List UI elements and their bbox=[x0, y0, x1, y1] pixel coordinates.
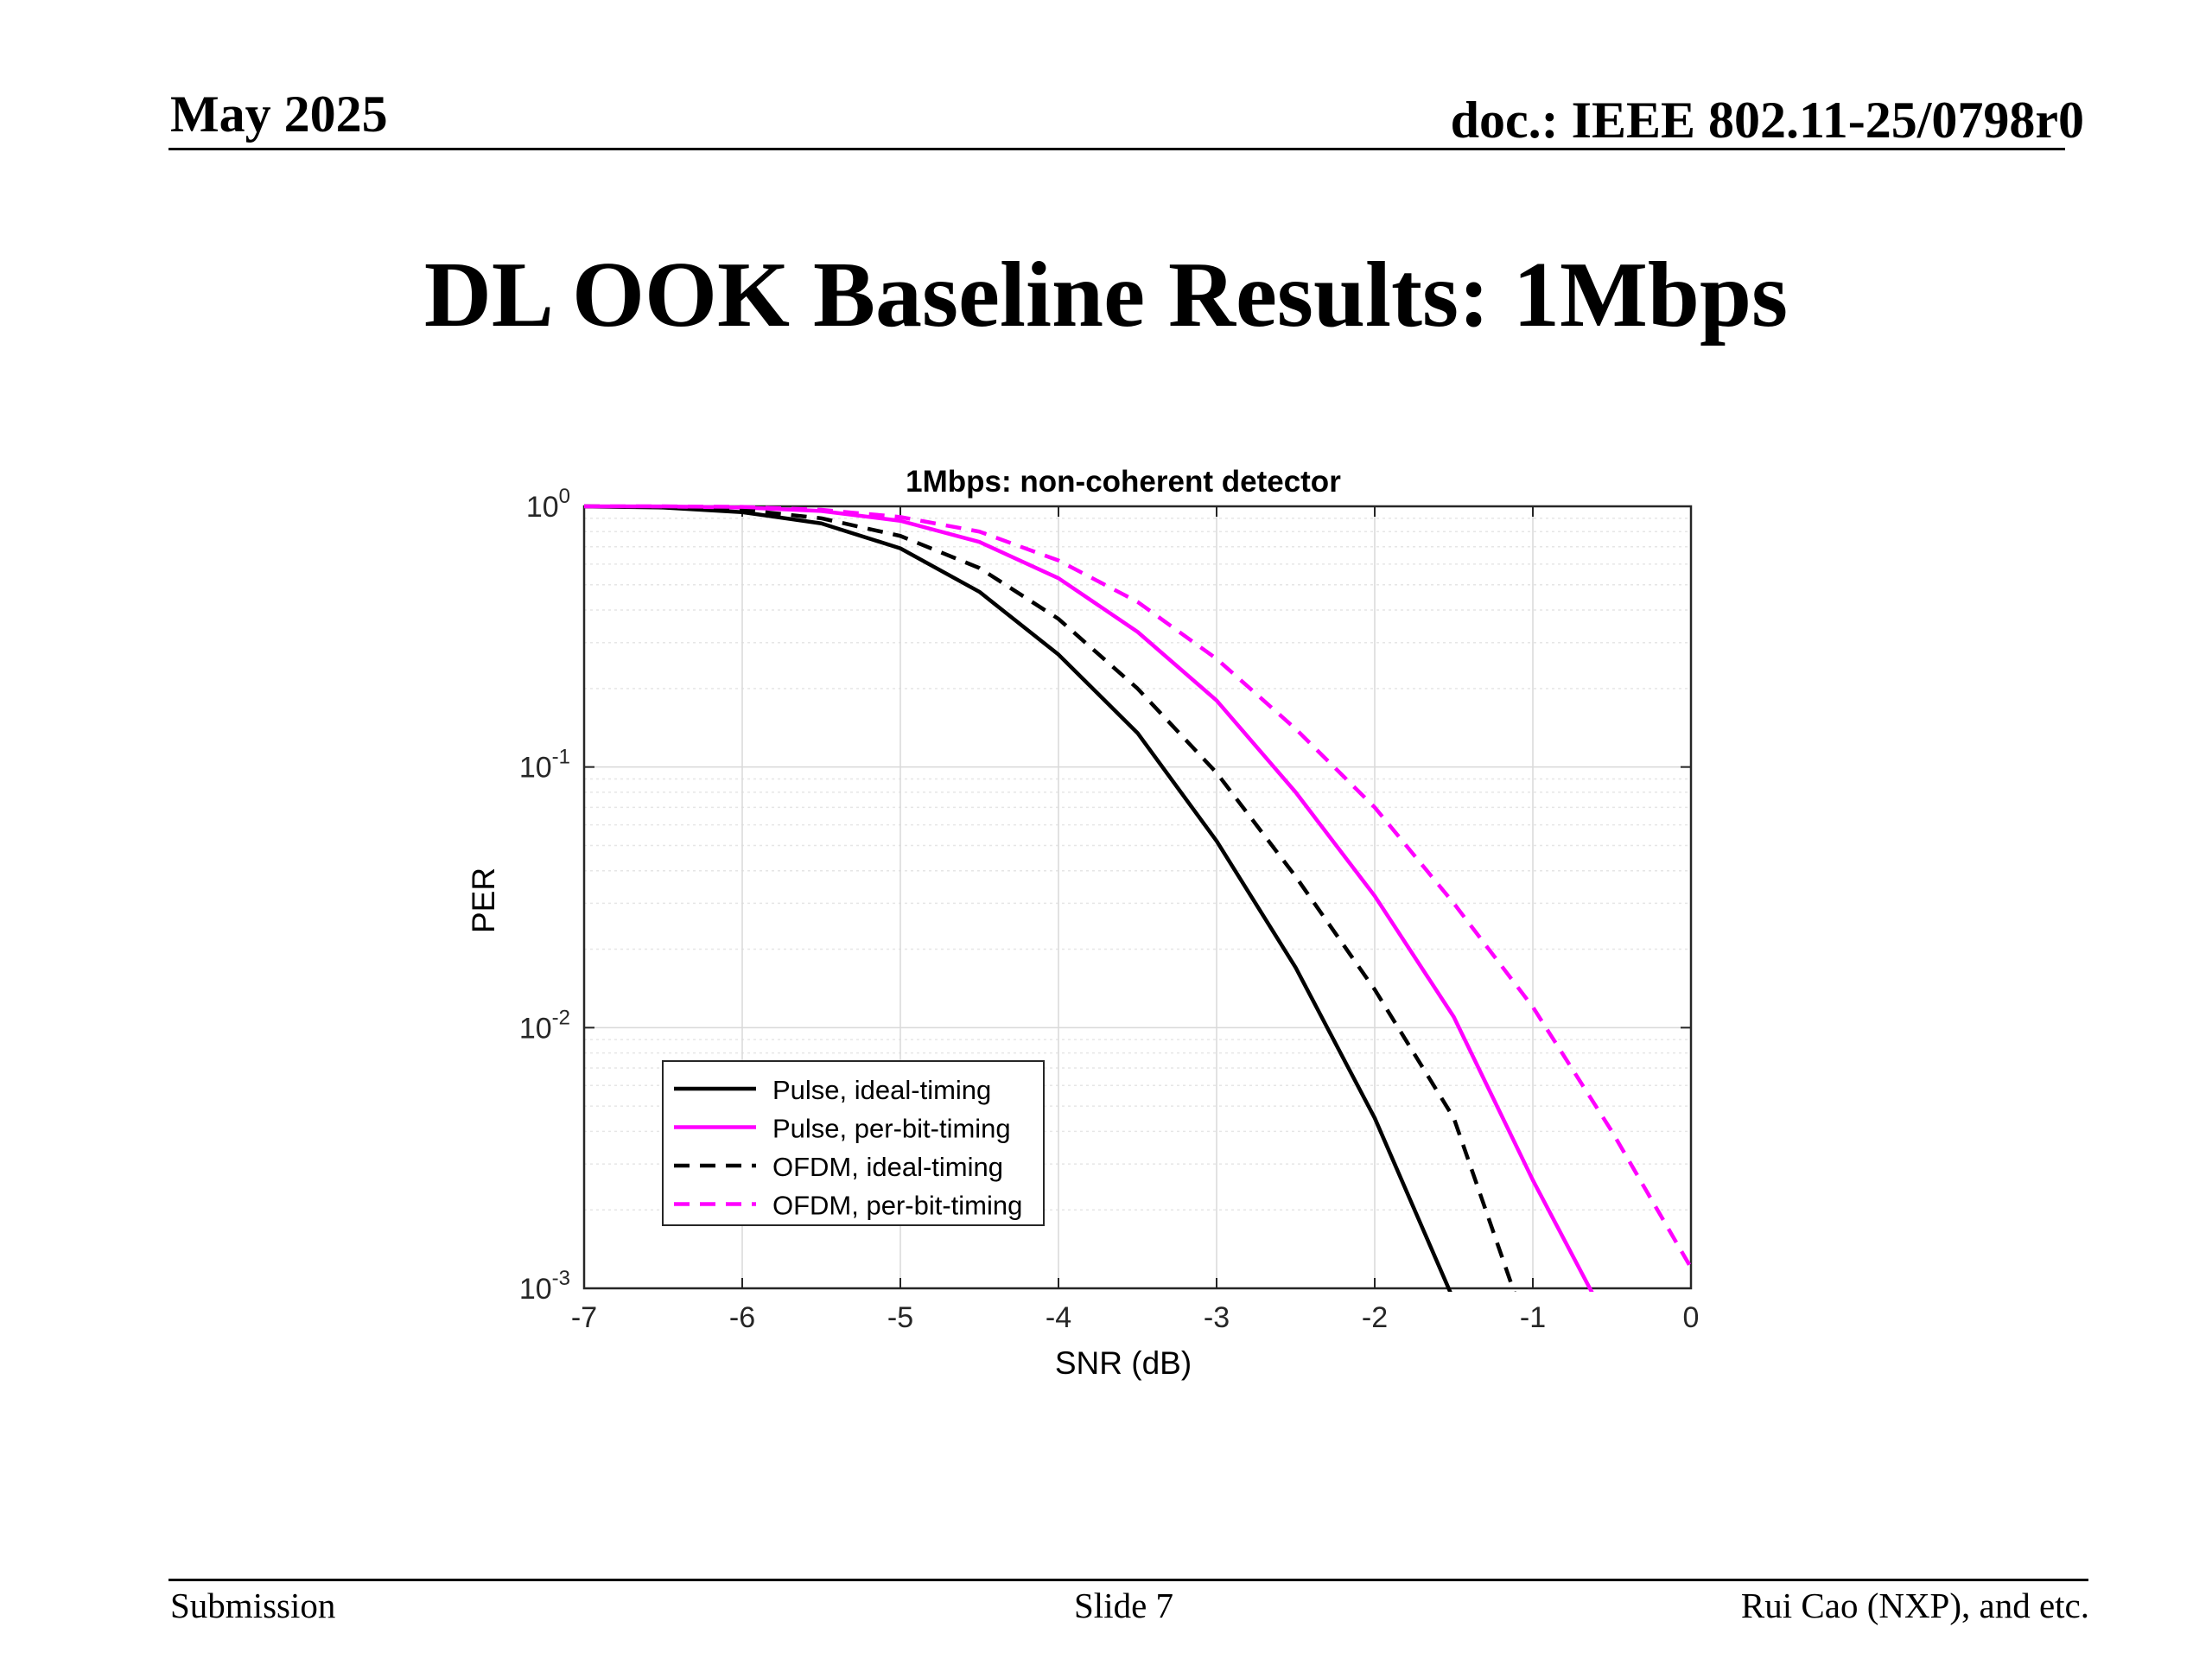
footer-author: Rui Cao (NXP), and etc. bbox=[1740, 1586, 2089, 1625]
x-tick-label: -7 bbox=[571, 1301, 597, 1334]
header-divider bbox=[168, 148, 2065, 150]
slide-title: DL OOK Baseline Results: 1Mbps bbox=[423, 244, 1789, 346]
series-lines bbox=[584, 504, 1691, 1292]
x-tick-label: -6 bbox=[729, 1301, 755, 1334]
header-doc-id: doc.: IEEE 802.11-25/0798r0 bbox=[1450, 92, 2084, 149]
x-tick-label: -3 bbox=[1204, 1301, 1230, 1334]
series-line-3 bbox=[584, 504, 1691, 1269]
y-tick-label: 10-1 bbox=[519, 746, 570, 785]
footer-submission: Submission bbox=[170, 1586, 336, 1625]
series-line-1 bbox=[584, 504, 1594, 1292]
x-tick-label: -4 bbox=[1046, 1301, 1071, 1334]
x-tick-label: -5 bbox=[887, 1301, 913, 1334]
legend: Pulse, ideal-timing Pulse, per-bit-timing… bbox=[662, 1060, 1045, 1226]
axis-labels: 1Mbps: non-coherent detector SNR (dB) PE… bbox=[466, 465, 1341, 1381]
footer-slide-number: Slide 7 bbox=[1074, 1586, 1174, 1625]
y-tick-label: 10-2 bbox=[519, 1006, 570, 1045]
series-line-2 bbox=[584, 504, 1516, 1292]
x-tick-label: -1 bbox=[1520, 1301, 1546, 1334]
axes: -7 -6 -5 -4 -3 -2 -1 0 100 10-1 10-2 10-3 bbox=[519, 485, 1700, 1334]
plot-frame bbox=[582, 505, 1693, 1290]
series-line-0 bbox=[584, 504, 1452, 1292]
x-tick-label: 0 bbox=[1683, 1301, 1700, 1334]
legend-label: Pulse, per-bit-timing bbox=[772, 1114, 1011, 1144]
header-date: May 2025 bbox=[170, 86, 388, 143]
legend-label: Pulse, ideal-timing bbox=[772, 1075, 991, 1105]
x-tick-label: -2 bbox=[1362, 1301, 1388, 1334]
chart-title: 1Mbps: non-coherent detector bbox=[906, 465, 1341, 499]
y-tick-label: 100 bbox=[526, 485, 570, 524]
legend-label: OFDM, ideal-timing bbox=[772, 1152, 1003, 1182]
legend-label: OFDM, per-bit-timing bbox=[772, 1191, 1022, 1221]
footer-divider bbox=[168, 1579, 2088, 1581]
y-axis-label: PER bbox=[466, 868, 501, 933]
x-axis-label: SNR (dB) bbox=[1055, 1345, 1192, 1381]
y-tick-label: 10-3 bbox=[519, 1267, 570, 1306]
